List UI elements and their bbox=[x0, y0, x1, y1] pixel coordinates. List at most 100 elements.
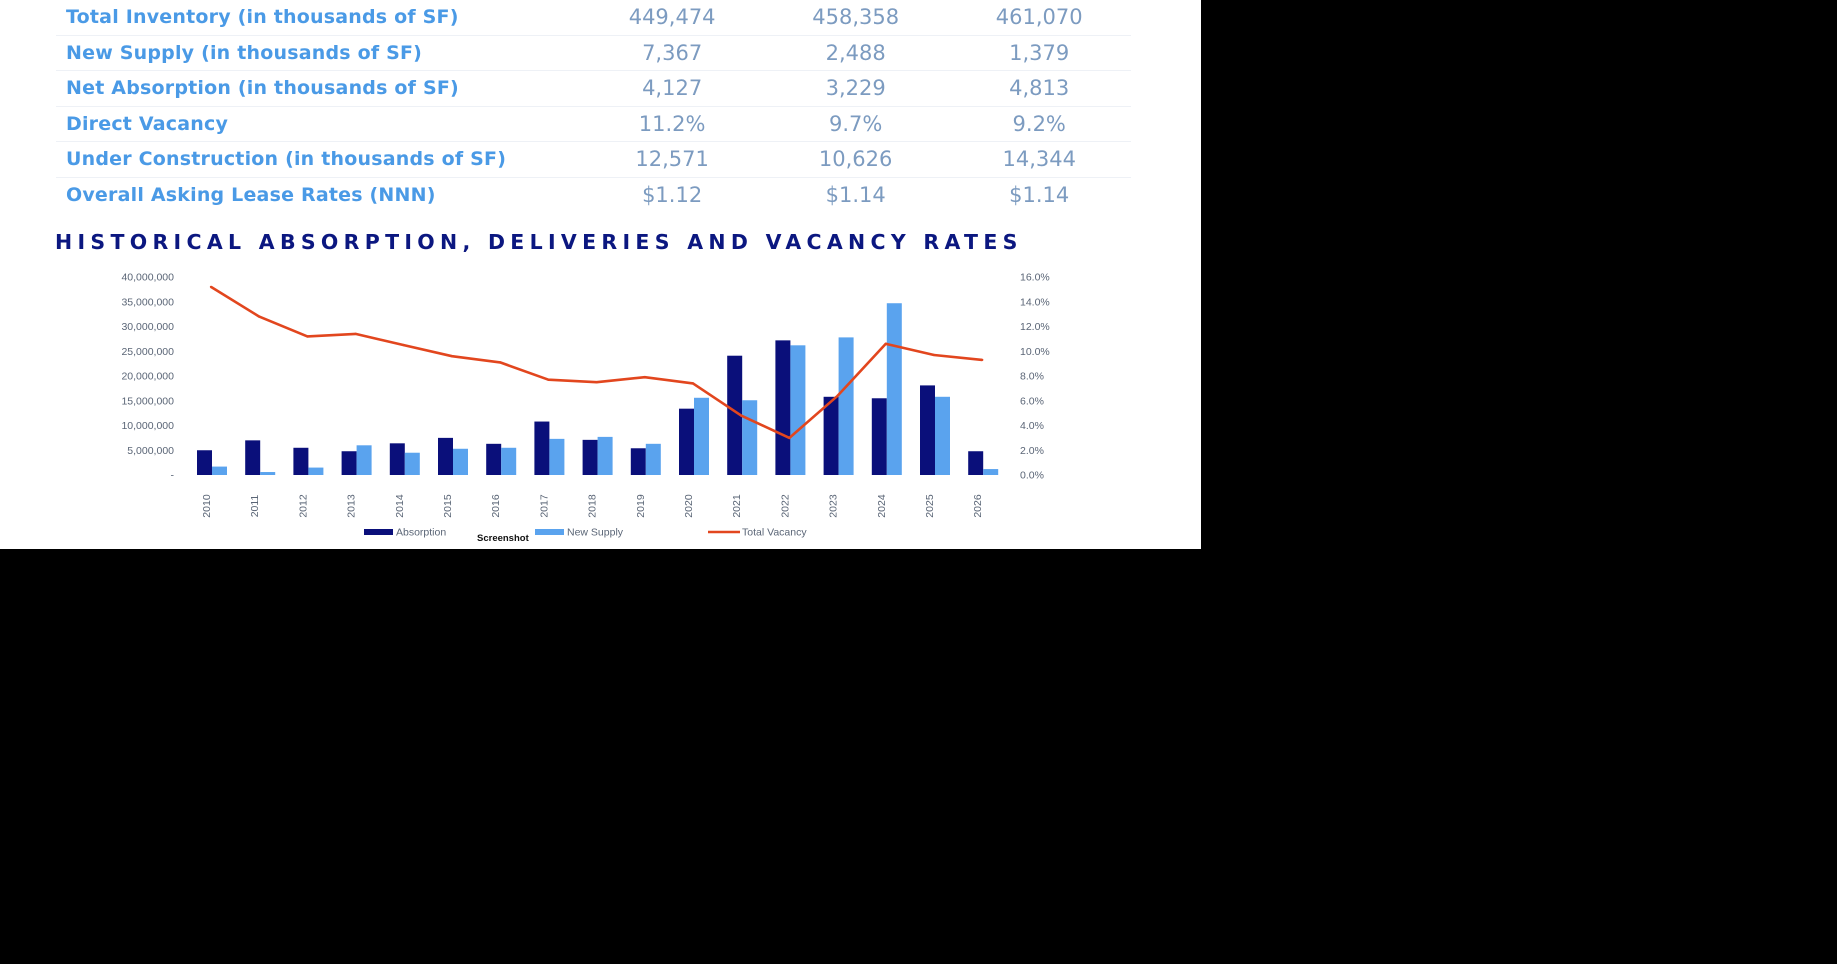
x-axis-tick: 2018 bbox=[587, 494, 599, 518]
table-cell: 14,344 bbox=[947, 141, 1131, 178]
absorption-bar bbox=[245, 440, 261, 475]
total-vacancy-point bbox=[981, 358, 984, 362]
row-label: Total Inventory (in thousands of SF) bbox=[56, 0, 581, 36]
table-cell: 9.2% bbox=[947, 106, 1131, 142]
new-supply-bar bbox=[790, 345, 806, 475]
total-vacancy-point bbox=[788, 436, 791, 440]
absorption-bar bbox=[438, 437, 453, 475]
table-cell: 1,379 bbox=[947, 35, 1131, 71]
x-axis-tick: 2022 bbox=[779, 494, 791, 518]
absorption-bar bbox=[389, 443, 405, 475]
x-axis-tick: 2011 bbox=[249, 495, 261, 518]
legend-label-new-supply: New Supply bbox=[567, 527, 624, 539]
row-label: Overall Asking Lease Rates (NNN) bbox=[66, 183, 436, 206]
new-supply-bar bbox=[886, 303, 902, 475]
total-vacancy-point bbox=[691, 382, 695, 385]
absorption-bar bbox=[823, 396, 839, 475]
new-supply-bar bbox=[645, 443, 661, 475]
absorption-bar bbox=[197, 450, 212, 475]
absorption-bar bbox=[775, 340, 791, 475]
right-axis-tick: 14.0% bbox=[1020, 296, 1050, 308]
new-supply-bar bbox=[308, 467, 324, 475]
x-axis-tick: 2019 bbox=[635, 494, 647, 518]
left-axis-tick: 25,000,000 bbox=[121, 346, 174, 358]
legend-label-absorption: Absorption bbox=[396, 527, 446, 539]
new-supply-bar bbox=[935, 396, 950, 475]
x-axis-tick: 2012 bbox=[297, 494, 309, 518]
new-supply-bar bbox=[549, 438, 565, 475]
row-label: Net Absorption (in thousands of SF) bbox=[56, 70, 581, 107]
left-axis-tick: 15,000,000 bbox=[121, 395, 174, 407]
table-row: Total Inventory (in thousands of SF) 449,… bbox=[56, 0, 1131, 36]
chart-title: HISTORICAL ABSORPTION, DELIVERIES AND VA… bbox=[55, 230, 1023, 254]
new-supply-bar bbox=[212, 466, 227, 475]
right-axis-tick: 12.0% bbox=[1020, 321, 1050, 333]
left-axis-tick: 40,000,000 bbox=[121, 272, 174, 284]
total-vacancy-point bbox=[740, 414, 743, 417]
right-axis-tick: 2.0% bbox=[1020, 445, 1044, 457]
new-supply-bar bbox=[501, 447, 517, 475]
table-row: Under Construction (in thousands of SF) 1… bbox=[56, 141, 1131, 178]
left-axis-tick: 5,000,000 bbox=[127, 445, 174, 457]
x-axis-tick: 2013 bbox=[346, 494, 358, 518]
left-axis-tick: 30,000,000 bbox=[121, 321, 174, 333]
total-vacancy-point bbox=[450, 355, 454, 358]
total-vacancy-point bbox=[643, 376, 646, 379]
total-vacancy-point bbox=[932, 353, 936, 357]
total-vacancy-point bbox=[402, 343, 405, 347]
absorption-bar bbox=[341, 451, 357, 475]
table-cell: 3,229 bbox=[763, 70, 948, 107]
absorption-bar bbox=[727, 355, 743, 475]
left-axis-tick: 10,000,000 bbox=[121, 420, 174, 432]
table-cell: 449,474 bbox=[580, 0, 764, 36]
x-axis-tick: 2026 bbox=[972, 494, 984, 518]
right-axis-tick: 8.0% bbox=[1020, 371, 1044, 383]
x-axis-tick: 2023 bbox=[828, 494, 840, 518]
new-supply-bar bbox=[838, 337, 854, 475]
legend-swatch-new-supply bbox=[535, 529, 564, 535]
new-supply-bar bbox=[453, 448, 468, 475]
new-supply-bar bbox=[694, 397, 709, 475]
screenshot-annotation: Screenshot bbox=[477, 533, 530, 544]
total-vacancy-point bbox=[499, 361, 502, 364]
table-cell: $1.14 bbox=[1009, 182, 1070, 207]
left-axis-tick: 35,000,000 bbox=[121, 296, 174, 308]
left-axis-tick: - bbox=[171, 470, 175, 482]
table-cell: 9.7% bbox=[763, 106, 948, 142]
table-cell: 4,127 bbox=[580, 70, 764, 107]
legend-label-total-vacancy: Total Vacancy bbox=[742, 527, 807, 539]
x-axis-tick: 2025 bbox=[924, 494, 936, 518]
total-vacancy-point bbox=[306, 335, 309, 338]
left-axis-tick: 20,000,000 bbox=[121, 371, 174, 383]
new-supply-bar bbox=[597, 436, 613, 475]
right-axis-tick: 16.0% bbox=[1020, 272, 1050, 284]
row-label: New Supply (in thousands of SF) bbox=[56, 35, 581, 71]
absorption-bar bbox=[679, 408, 694, 475]
total-vacancy-point bbox=[836, 394, 839, 397]
new-supply-bar bbox=[260, 472, 276, 475]
market-stats-table: Total Inventory (in thousands of SF) 449,… bbox=[56, 0, 1131, 212]
x-axis-tick: 2014 bbox=[394, 494, 406, 518]
total-vacancy-point bbox=[354, 332, 357, 336]
table-cell: 10,626 bbox=[763, 141, 948, 178]
absorption-bar bbox=[582, 439, 598, 475]
absorption-bar bbox=[968, 451, 984, 475]
absorption-bar bbox=[871, 398, 887, 475]
table-row: Net Absorption (in thousands of SF) 4,127… bbox=[56, 70, 1131, 107]
x-axis-tick: 2021 bbox=[731, 494, 743, 518]
table-row: New Supply (in thousands of SF) 7,367 2,48… bbox=[56, 35, 1131, 71]
x-axis-tick: 2010 bbox=[201, 494, 213, 518]
table-row: Direct Vacancy 11.2% 9.7% 9.2% bbox=[56, 106, 1131, 142]
x-axis-tick: 2015 bbox=[442, 494, 454, 518]
absorption-bar bbox=[534, 421, 550, 475]
x-axis-tick: 2020 bbox=[683, 494, 695, 518]
table-cell: 7,367 bbox=[580, 35, 764, 71]
x-axis-tick: 2016 bbox=[490, 494, 502, 518]
total-vacancy-point bbox=[884, 342, 887, 346]
table-cell: 4,813 bbox=[947, 70, 1131, 107]
right-axis-tick: 0.0% bbox=[1020, 470, 1044, 482]
row-label: Under Construction (in thousands of SF) bbox=[56, 141, 581, 178]
absorption-bar bbox=[630, 448, 646, 475]
absorption-bar bbox=[486, 443, 502, 475]
right-axis-tick: 10.0% bbox=[1020, 346, 1050, 358]
